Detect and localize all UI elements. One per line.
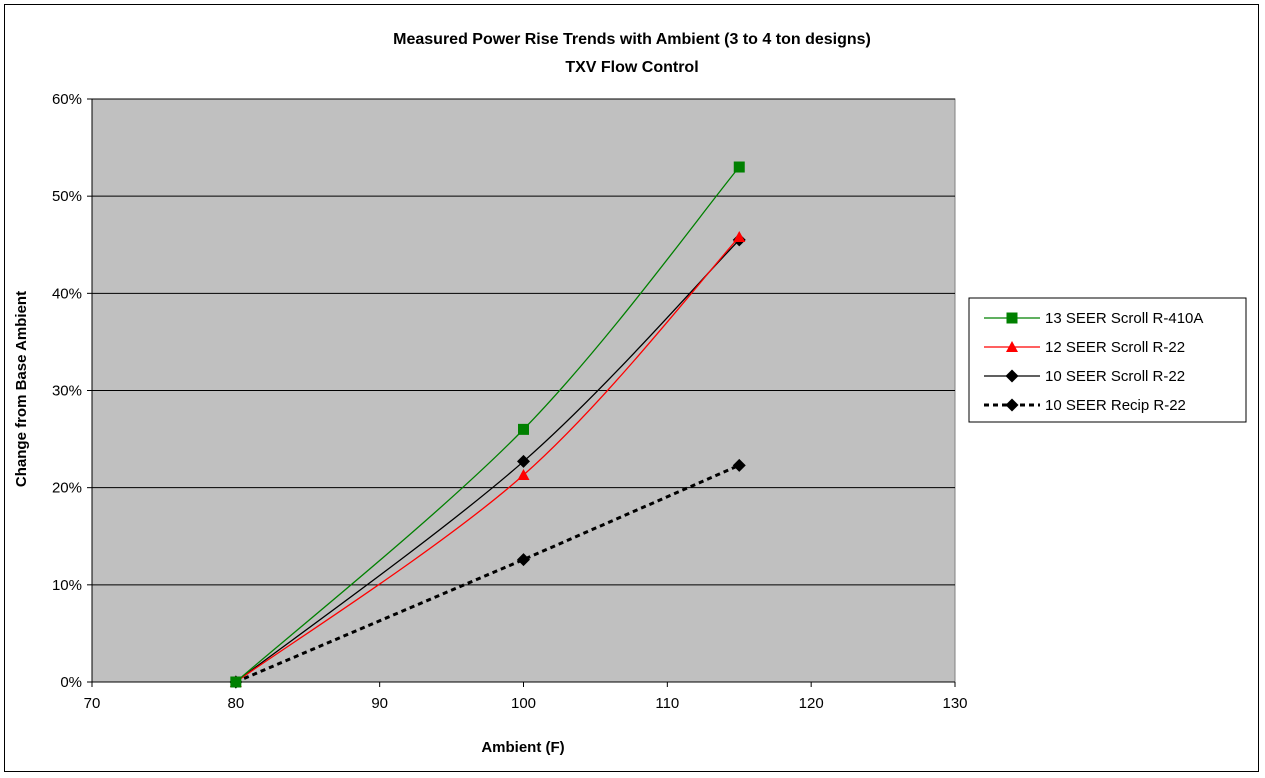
data-point [230,676,242,688]
y-tick-label: 10% [52,577,82,594]
y-tick-label: 40% [52,285,82,302]
series-line [235,463,740,684]
y-tick-label: 20% [52,480,82,497]
x-tick-label: 90 [371,695,388,712]
x-tick-label: 130 [942,695,967,712]
x-axis-title: Ambient (F) [481,739,564,756]
y-axis-title: Change from Base Ambient [13,291,30,487]
legend-marker [1005,398,1019,412]
data-point [733,161,745,173]
x-tick-label: 70 [84,695,101,712]
x-tick-label: 110 [655,695,679,712]
legend-entry: 10 SEER Recip R-22 [984,397,1186,414]
chart-subtitle: TXV Flow Control [565,59,698,76]
legend-entry: 10 SEER Scroll R-22 [984,368,1185,385]
y-tick-label: 30% [52,383,82,400]
legend: 13 SEER Scroll R-410A 12 SEER Scroll R-22… [968,297,1247,423]
legend-label: 12 SEER Scroll R-22 [1045,339,1185,356]
y-tick-label: 60% [52,91,82,108]
data-point [732,458,746,472]
data-point [517,454,530,468]
data-point [733,230,746,242]
x-tick-label: 120 [799,695,824,712]
data-point [517,553,530,567]
data-point [517,469,530,481]
x-tick-label: 80 [227,695,244,712]
series-layer [229,161,746,689]
legend-marker [1005,369,1019,383]
axes: 0% 10% 20% 30% 40% 50% 60% 70 80 90 100 110 120 130 [52,91,968,712]
y-tick-label: 0% [60,674,82,691]
legend-marker [1006,312,1018,324]
legend-label: 10 SEER Scroll R-22 [1045,368,1185,385]
legend-entry: 12 SEER Scroll R-22 [984,339,1185,356]
legend-label: 10 SEER Recip R-22 [1045,397,1186,414]
y-tick-label: 50% [52,188,82,205]
legend-label: 13 SEER Scroll R-410A [1045,310,1203,327]
chart-title: Measured Power Rise Trends with Ambient … [393,31,871,48]
series-0 [230,161,745,688]
x-tick-label: 100 [511,695,536,712]
data-point [518,423,529,435]
gridlines [92,98,955,586]
legend-marker [1006,341,1018,352]
legend-entry: 13 SEER Scroll R-410A [984,310,1203,327]
